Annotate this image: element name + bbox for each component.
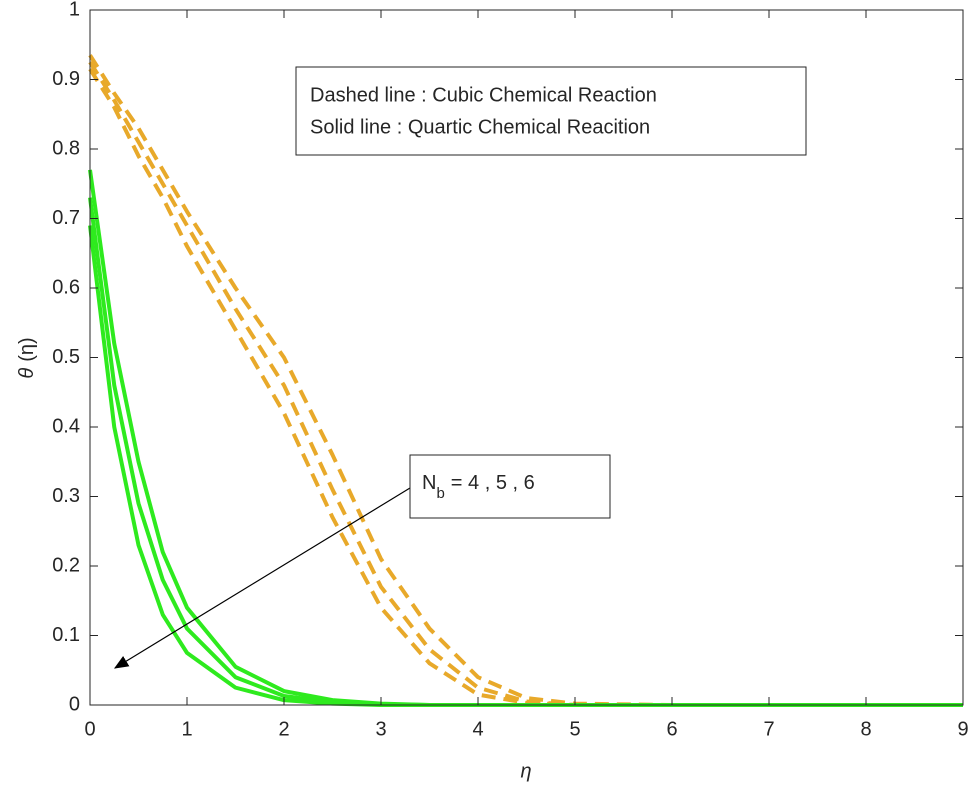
y-tick-label: 0.4 (52, 415, 80, 437)
annotation-arrow (113, 487, 411, 669)
x-tick-label: 9 (957, 718, 968, 740)
y-label-symbol: θ (16, 368, 38, 379)
x-tick-label: 6 (666, 718, 677, 740)
series-line (88, 54, 963, 707)
x-tick-label: 7 (763, 718, 774, 740)
series-line (88, 197, 963, 707)
x-tick-label: 2 (278, 718, 289, 740)
y-label-argument: (η) (16, 337, 38, 361)
y-tick-label: 0.7 (52, 207, 80, 229)
y-tick-label: 0 (69, 693, 80, 715)
annotation: Dashed line : Cubic Chemical Reaction (310, 84, 657, 106)
annotation: Solid line : Quartic Chemical Reacition (310, 116, 650, 138)
x-tick-label: 1 (181, 718, 192, 740)
y-tick-label: 0.1 (52, 624, 80, 646)
x-tick-label: 8 (860, 718, 871, 740)
y-axis-label: θ (η) (16, 337, 38, 378)
x-tick-label: 0 (84, 718, 95, 740)
y-tick-label: 0.3 (52, 485, 80, 507)
series-line (88, 169, 963, 707)
x-tick-label: 5 (569, 718, 580, 740)
annotation-subscript: b (436, 485, 444, 502)
annotation: Nb = 4 , 5 , 6 (422, 472, 535, 502)
y-tick-label: 0.5 (52, 346, 80, 368)
y-tick-label: 1 (69, 0, 80, 20)
annotation-box (295, 66, 807, 156)
y-tick-label: 0.2 (52, 554, 80, 576)
y-tick-label: 0.6 (52, 276, 80, 298)
x-axis-label: η (520, 760, 531, 782)
annotation-suffix: = 4 , 5 , 6 (451, 472, 535, 494)
series-line (88, 68, 963, 707)
annotation-base: N (422, 472, 436, 494)
x-tick-label: 3 (375, 718, 386, 740)
series-line (88, 61, 963, 707)
x-tick-label: 4 (472, 718, 483, 740)
y-tick-label: 0.9 (52, 68, 80, 90)
y-tick-label: 0.8 (52, 137, 80, 159)
annotation-box (409, 454, 611, 519)
